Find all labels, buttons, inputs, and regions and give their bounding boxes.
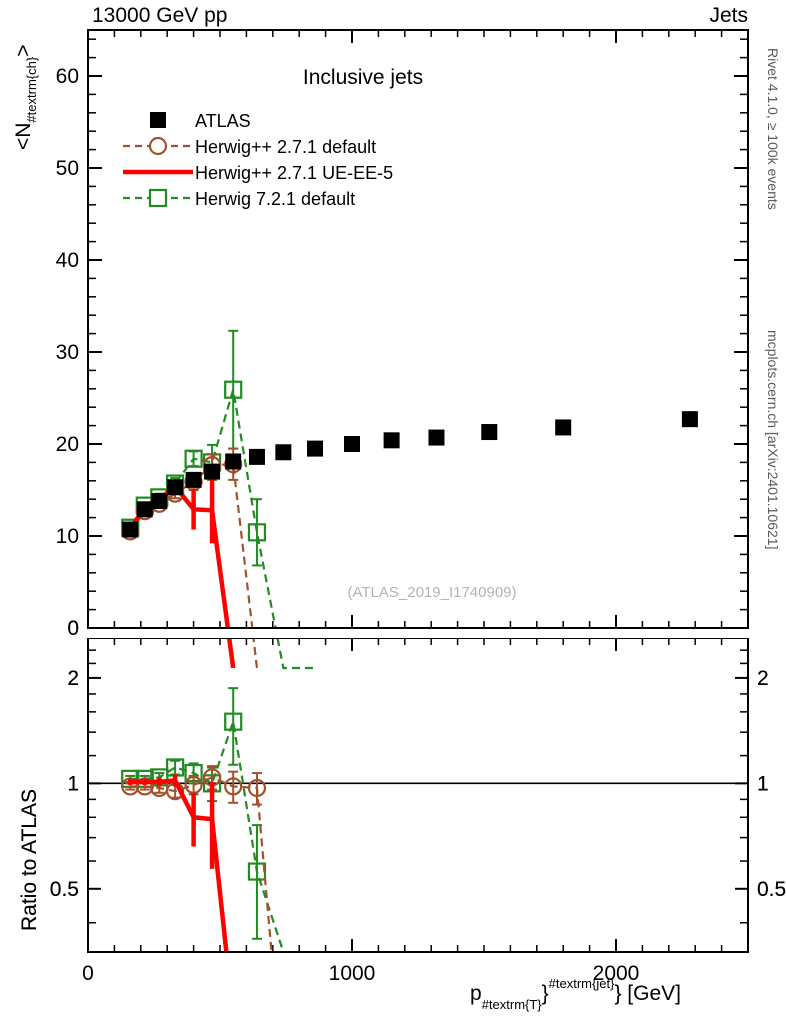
marker-atlas [344,436,360,452]
legend: ATLAS Herwig++ 2.7.1 default Herwig++ 2.7.… [123,111,393,209]
marker-atlas [136,501,153,518]
header-right-label: Jets [709,4,748,27]
series-line-herwig721 [129,389,316,670]
side-text-top: Rivet 4.1.0, ≥ 100k events [765,48,781,210]
marker-atlas [225,453,242,470]
ratio-bottom-mask [0,953,786,1024]
marker-atlas [122,521,139,538]
ratio-y-tick-label-2: 2 [67,667,79,690]
legend-marker-0 [150,112,166,128]
plot-title: Inclusive jets [303,66,423,89]
y-tick-label-main-6: 60 [56,65,79,88]
ratio-marker-herwigpp-default [247,778,267,798]
legend-label-3: Herwig 7.2.1 default [195,189,355,209]
ratio-marker-herwigpp-default [121,777,140,796]
marker-atlas [275,444,292,461]
x-tick-label-top-0: 0 [82,962,94,985]
y-tick-label-main-3: 30 [56,341,79,364]
ratio-y-tick-label-1: 1 [67,772,79,795]
x-tick-label-top-1: 1000 [329,962,376,985]
ratio-y-tick-label-right-o-2: 2 [757,667,769,690]
main-panel-frame [87,29,749,629]
panel-gap-mask [0,629,786,638]
ratio-y-axis-label: Ratio to ATLAS [18,789,41,931]
ratio-y-tick-label-o-1: 1 [67,772,79,795]
marker-atlas [167,479,184,496]
marker-herwig721 [184,449,203,468]
ratio-marker-herwigpp-default [224,777,243,796]
ratio-y-tick-label-o-0: 0.5 [50,878,79,901]
marker-atlas [428,429,445,446]
y-tick-label-main-4: 40 [56,249,79,272]
ratio-panel-frame-overlay [87,637,749,953]
legend-label-1: Herwig++ 2.7.1 default [195,137,376,157]
marker-atlas [555,419,572,436]
y-tick-label-main-5: 50 [56,157,79,180]
series-herwigpp-ueee5-ratio [127,774,231,967]
main-y-axis-ticks [88,38,748,629]
ratio-y-tick-label-right-o-1: 1 [757,772,769,795]
ratio-marker-herwig721 [224,712,243,731]
ratio-panel-frame [87,637,749,953]
legend-label-2: Herwig++ 2.7.1 UE-EE-5 [195,163,393,183]
marker-atlas [204,463,221,480]
x-axis-label-overlay: p#textrm{T}}#textrm{jet}} [GeV] [470,976,681,1012]
marker-atlas [383,432,400,449]
ratio-marker-herwigpp-default [135,777,154,796]
header-left-label: 13000 GeV pp [92,4,227,27]
side-text-bottom: mcplots.cern.ch [arXiv:2401.10621] [765,330,781,549]
ratio-x-axis-ticks [87,638,749,952]
marker-atlas [151,493,168,510]
ratio-y-tick-label-o-2: 2 [67,667,79,690]
main-y-axis-label: <N#textrm{ch}> [12,45,39,150]
ratio-y-tick-label-right-o-0: 0.5 [757,878,786,901]
y-tick-label-main-0: 0 [67,617,79,640]
legend-marker-1 [148,136,168,156]
marker-atlas [185,471,202,488]
series-atlas-main [122,411,698,538]
y-tick-label-main-2: 20 [56,433,79,456]
y-axis-label-main-text: <N#textrm{ch}> [12,45,39,150]
marker-atlas [681,411,698,428]
legend-marker-3 [148,188,168,208]
marker-atlas [307,440,324,457]
series-herwig721-main [121,329,316,670]
y-tick-label-main-1: 10 [56,525,79,548]
main-panel-frame-overlay [87,29,749,629]
main-x-axis-ticks [87,30,749,628]
marker-atlas [481,424,498,441]
marker-herwig721 [247,523,267,542]
y-tick-label-main-zero: 0 [67,617,79,640]
plot-watermark: (ATLAS_2019_I1740909) [347,584,516,601]
marker-herwig721 [224,380,243,399]
ratio-y-tick-label-right-2: 2 [757,667,769,690]
marker-atlas [248,448,265,465]
ratio-y-tick-label-right-0: 0.5 [757,878,786,901]
ratio-line-herwigpp-default [130,776,274,967]
ratio-y-tick-label-right-1: 1 [757,772,769,795]
x-tick-label-top-2: 2000 [593,962,640,985]
legend-label-0: ATLAS [195,111,251,131]
series-herwigpp-default-ratio [121,765,274,967]
ratio-y-axis-label-overlay: Ratio to ATLAS [18,789,41,931]
ratio-y-tick-label-0: 0.5 [50,878,79,901]
